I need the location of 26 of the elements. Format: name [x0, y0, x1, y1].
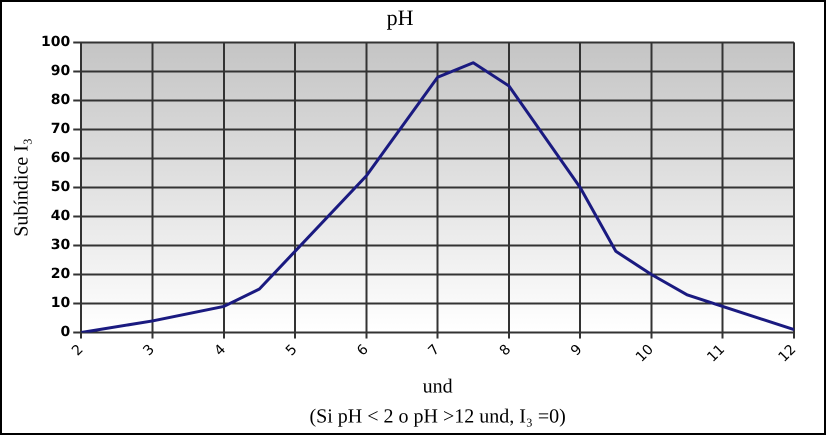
x-tick-label: 10: [632, 342, 657, 366]
x-tick-label: 9: [568, 342, 586, 360]
y-tick-label: 20: [50, 266, 70, 282]
y-tick-label: 90: [50, 63, 70, 80]
y-tick-label: 10: [50, 295, 70, 312]
y-tick-label: 80: [50, 92, 70, 108]
x-tick-label: 3: [140, 342, 158, 360]
x-tick-label: 4: [212, 341, 230, 360]
x-tick-label: 11: [704, 342, 728, 366]
text: (Si pH < 2 o pH >12 und, I₃ =0): [309, 405, 566, 428]
x-tick-label: 7: [425, 342, 444, 360]
chart-title: pH: [386, 4, 414, 30]
x-tick-label: 8: [496, 342, 514, 360]
y-tick-label: 100: [40, 34, 70, 50]
y-tick-label: 70: [50, 121, 70, 138]
y-tick-label: 30: [50, 237, 70, 254]
y-axis-title: Subíndice I₃: [10, 138, 32, 237]
x-tick-label: 12: [775, 342, 800, 366]
x-tick-label: 2: [69, 342, 87, 360]
x-tick-label: 6: [354, 341, 372, 360]
x-tick-label: 5: [282, 342, 300, 360]
y-tick-label: 40: [50, 208, 70, 224]
y-tick-label: 50: [50, 179, 70, 196]
y-tick-label: 60: [50, 150, 70, 166]
y-tick-label: 0: [60, 324, 70, 340]
x-axis-title: und: [422, 375, 453, 398]
